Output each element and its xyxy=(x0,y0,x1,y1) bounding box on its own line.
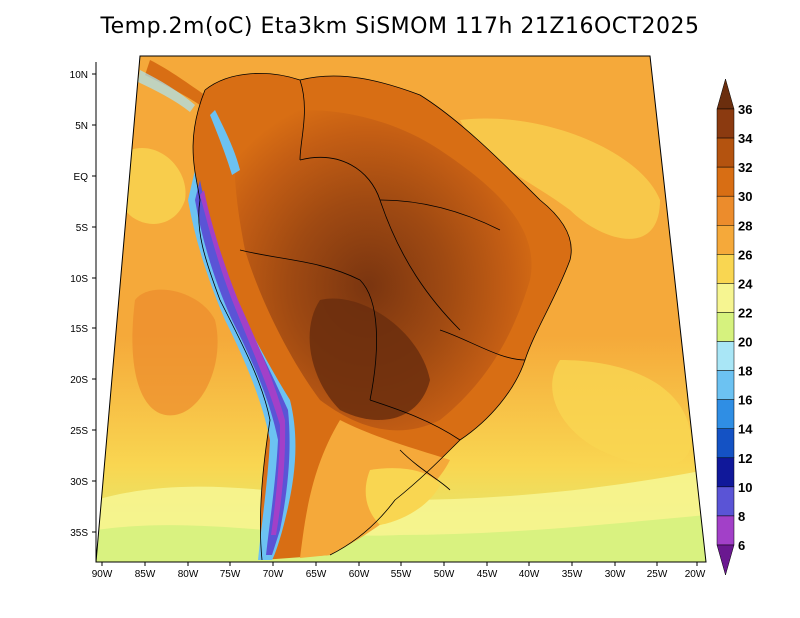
latitude-axis: 10N 5N EQ 5S 10S 15S 20S 25S 30S 35S xyxy=(70,70,96,539)
lon-tick-label: 65W xyxy=(306,569,327,580)
colorbar-segment xyxy=(716,225,735,255)
colorbar-segment xyxy=(716,486,735,517)
lat-tick-label: 30S xyxy=(70,477,88,488)
colorbar-label: 28 xyxy=(738,218,752,233)
pacific-cool-area xyxy=(125,148,186,224)
colorbar-segment xyxy=(716,137,735,168)
andes-coldest-strip xyxy=(200,190,286,535)
lon-tick-label: 55W xyxy=(391,569,412,580)
lon-tick-label: 80W xyxy=(178,569,199,580)
map-field xyxy=(96,56,706,562)
lon-tick-label: 45W xyxy=(477,569,498,580)
colorbar-label: 26 xyxy=(738,247,752,262)
colorbar-label: 20 xyxy=(738,335,752,350)
central-hot-core xyxy=(309,298,430,420)
colorbar-bottom-arrow xyxy=(716,544,735,576)
lon-tick-label: 75W xyxy=(220,569,241,580)
atlantic-cool-area xyxy=(460,118,660,239)
pacific-warm-area xyxy=(132,289,218,416)
lon-tick-label: 35W xyxy=(562,569,583,580)
colorbar-segment xyxy=(716,341,735,371)
lon-tick-label: 40W xyxy=(519,569,540,580)
colorbar-segment xyxy=(716,108,735,139)
uruguay-area xyxy=(365,468,440,525)
lat-tick-label: 5S xyxy=(76,223,89,234)
lon-tick-label: 60W xyxy=(349,569,370,580)
central-america-coast xyxy=(138,70,195,112)
lon-tick-label: 85W xyxy=(135,569,156,580)
colorbar-segment xyxy=(716,370,735,400)
lon-tick-label: 50W xyxy=(434,569,455,580)
colorbar-segment xyxy=(716,166,735,197)
lat-tick-label: 25S xyxy=(70,426,88,437)
southern-cold-band xyxy=(96,515,706,562)
andes-cold-strip xyxy=(195,180,290,555)
colorbar-top-arrow xyxy=(716,78,735,110)
colorbar-label: 22 xyxy=(738,305,752,320)
colorbar-segment xyxy=(716,515,735,546)
colorbar-label: 12 xyxy=(738,451,752,466)
colorbar-segment xyxy=(716,283,735,313)
north-andes-strip xyxy=(210,110,240,175)
lat-tick-label: 10S xyxy=(70,274,88,285)
colorbar-label: 8 xyxy=(738,509,745,524)
lat-tick-label: EQ xyxy=(74,172,89,183)
colorbar-label: 6 xyxy=(738,538,745,553)
colorbar-segment xyxy=(716,457,735,488)
colorbar-label: 36 xyxy=(738,102,752,117)
lat-tick-label: 10N xyxy=(70,70,88,81)
lat-tick-label: 35S xyxy=(70,528,88,539)
lat-tick-label: 5N xyxy=(75,121,88,132)
lon-tick-label: 90W xyxy=(92,569,113,580)
colorbar-segment xyxy=(716,195,735,226)
colorbar-label: 16 xyxy=(738,393,752,408)
atlantic-south-area xyxy=(552,360,692,467)
central-america-land xyxy=(145,60,205,105)
colorbar-segment xyxy=(716,399,735,429)
colorbar-label: 34 xyxy=(738,131,753,146)
lon-tick-label: 30W xyxy=(605,569,626,580)
colorbar-label: 14 xyxy=(738,422,753,437)
longitude-axis: 90W 85W 80W 75W 70W 65W 60W 55W 50W 45W … xyxy=(92,562,706,580)
colorbar-segment xyxy=(716,254,735,284)
country-borders xyxy=(192,73,572,561)
lon-tick-label: 70W xyxy=(263,569,284,580)
lon-tick-label: 20W xyxy=(685,569,706,580)
colorbar-label: 18 xyxy=(738,364,752,379)
lat-tick-label: 15S xyxy=(70,324,88,335)
colorbar: 36 34 32 30 28 26 24 22 20 18 16 14 12 10 8 6 xyxy=(716,78,753,576)
colorbar-label: 10 xyxy=(738,480,752,495)
colorbar-label: 32 xyxy=(738,160,752,175)
colorbar-label: 30 xyxy=(738,189,752,204)
map-title: Temp.2m(oC) Eta3km SiSMOM 117h 21Z16OCT2… xyxy=(100,14,700,39)
colorbar-segment xyxy=(716,428,735,459)
colorbar-label: 24 xyxy=(738,276,753,291)
lat-tick-label: 20S xyxy=(70,375,88,386)
colorbar-segment xyxy=(716,312,735,342)
brazil-hot-area xyxy=(234,110,532,431)
lon-tick-label: 25W xyxy=(647,569,668,580)
